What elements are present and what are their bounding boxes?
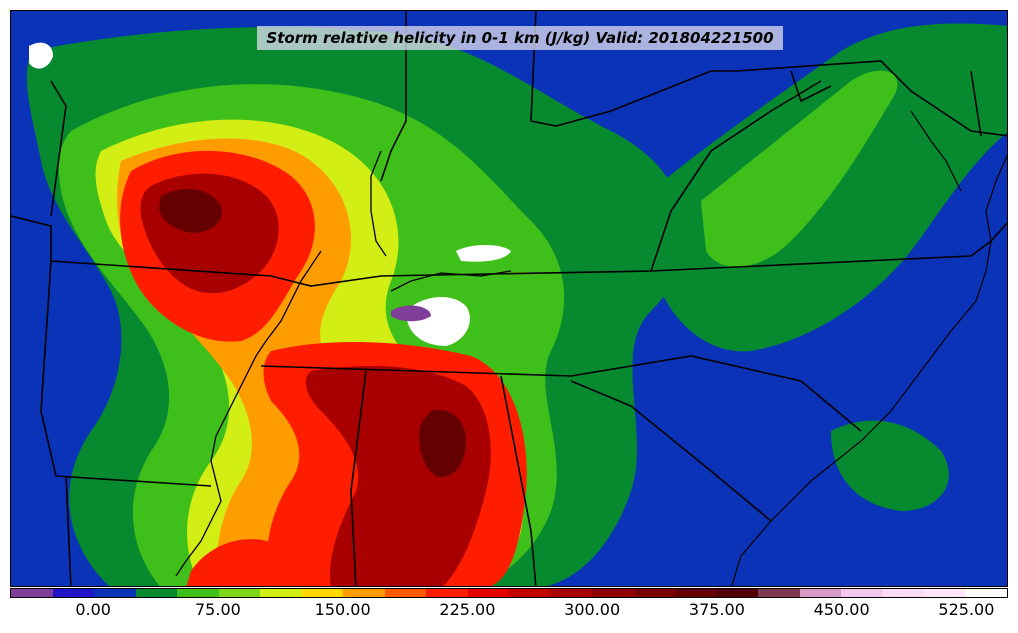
colorbar-segment — [135, 589, 177, 597]
colorbar-segment — [177, 589, 219, 597]
colorbar-segment — [758, 589, 800, 597]
colorbar-segment — [965, 589, 1007, 597]
colorbar-segment — [592, 589, 634, 597]
red-core-gulf — [186, 539, 301, 586]
colorbar-segment — [426, 589, 468, 597]
green-field-east — [701, 70, 898, 268]
colorbar-segment — [633, 589, 675, 597]
darkest-core-alabama — [419, 410, 466, 477]
green-field-se — [831, 420, 949, 511]
state-boundaries — [11, 11, 1007, 586]
colorbar-tick-label: 450.00 — [813, 600, 870, 619]
colorbar-segment — [260, 589, 302, 597]
darkest-core-missouri — [159, 188, 222, 233]
map-title: Storm relative helicity in 0-1 km (J/kg)… — [257, 26, 783, 50]
river-boundaries — [175, 150, 512, 577]
white-blob-north — [456, 245, 511, 262]
helicity-map — [11, 11, 1007, 586]
purple-blob-kentucky — [391, 305, 431, 322]
colorbar-segment — [301, 589, 343, 597]
colorbar-segment — [509, 589, 551, 597]
colorbar-tick-label: 75.00 — [195, 600, 241, 619]
colorbar-segment — [467, 589, 509, 597]
colorbar-segment — [882, 589, 924, 597]
colorbar-segment — [924, 589, 966, 597]
colorbar-segment — [343, 589, 385, 597]
colorbar-tick-label: 0.00 — [75, 600, 111, 619]
coastline — [730, 110, 1007, 586]
colorbar — [10, 588, 1008, 598]
colorbar-segment — [799, 589, 841, 597]
colorbar-segment — [716, 589, 758, 597]
colorbar-tick-label: 150.00 — [314, 600, 371, 619]
colorbar-segment — [550, 589, 592, 597]
colorbar-segment — [384, 589, 426, 597]
map-frame: Storm relative helicity in 0-1 km (J/kg)… — [10, 10, 1008, 587]
white-blob-nw — [29, 42, 53, 69]
colorbar-tick-label: 375.00 — [688, 600, 745, 619]
colorbar-tick-label: 225.00 — [439, 600, 496, 619]
colorbar-segment — [675, 589, 717, 597]
colorbar-segment — [218, 589, 260, 597]
colorbar-tick-label: 300.00 — [564, 600, 621, 619]
colorbar-labels: 0.00 75.00 150.00 225.00 300.00 375.00 450.00 5… — [10, 600, 1008, 624]
colorbar-segment — [94, 589, 136, 597]
colorbar-segment — [11, 589, 53, 597]
colorbar-segment — [52, 589, 94, 597]
colorbar-segment — [841, 589, 883, 597]
colorbar-tick-label: 525.00 — [938, 600, 995, 619]
